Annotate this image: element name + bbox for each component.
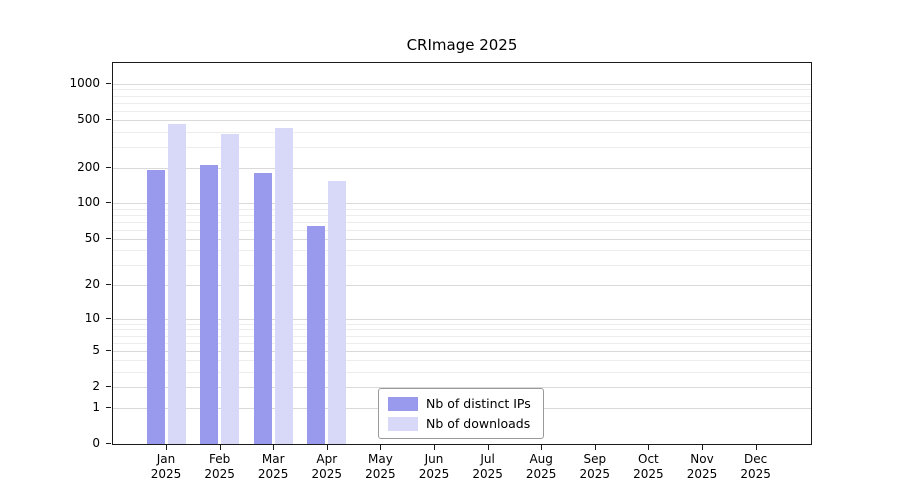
bar-distinct-ips-jan bbox=[146, 170, 165, 444]
legend-label-downloads: Nb of downloads bbox=[426, 416, 531, 431]
y-tick-label: 100 bbox=[77, 195, 100, 210]
gridline-minor bbox=[113, 214, 811, 216]
y-tick bbox=[106, 119, 111, 121]
x-tick bbox=[166, 445, 167, 450]
x-tick-label: Feb 2025 bbox=[204, 452, 235, 481]
gridline-minor bbox=[113, 329, 811, 331]
y-tick-label: 10 bbox=[84, 311, 100, 326]
y-tick bbox=[106, 238, 111, 240]
y-tick-label: 500 bbox=[77, 112, 100, 127]
gridline-minor bbox=[113, 208, 811, 210]
y-tick-label: 5 bbox=[92, 342, 100, 357]
x-tick-label: Sep 2025 bbox=[579, 452, 611, 481]
x-tick bbox=[380, 445, 382, 450]
y-tick-label: 2 bbox=[92, 378, 100, 393]
y-tick bbox=[106, 166, 111, 168]
x-tick-label: Aug 2025 bbox=[525, 452, 557, 481]
x-tick bbox=[273, 445, 275, 450]
bar-downloads-jan bbox=[167, 124, 186, 444]
y-tick bbox=[106, 443, 111, 444]
bar-distinct-ips-mar bbox=[253, 173, 272, 444]
gridline-minor bbox=[113, 360, 811, 362]
x-tick-label: Apr 2025 bbox=[311, 452, 343, 481]
gridline-major bbox=[113, 83, 811, 85]
gridline-minor bbox=[113, 371, 811, 373]
y-tick bbox=[106, 349, 111, 351]
gridline-minor bbox=[113, 89, 811, 91]
gridline-minor bbox=[113, 146, 811, 148]
x-tick bbox=[326, 445, 328, 450]
bar-downloads-mar bbox=[274, 127, 293, 444]
gridline-minor bbox=[113, 342, 811, 344]
x-tick-label: May 2025 bbox=[365, 452, 396, 481]
gridline-major bbox=[113, 239, 811, 241]
gridline-minor bbox=[113, 131, 811, 133]
y-tick-label: 50 bbox=[84, 231, 100, 246]
legend-item-distinct-ips: Nb of distinct IPs bbox=[388, 396, 531, 411]
x-tick bbox=[702, 445, 703, 450]
gridline-minor bbox=[113, 110, 811, 112]
y-tick-label: 200 bbox=[77, 159, 100, 174]
gridline-minor bbox=[113, 335, 811, 337]
x-tick-label: Mar 2025 bbox=[257, 452, 289, 481]
x-tick bbox=[541, 445, 543, 450]
gridline-major bbox=[113, 386, 811, 388]
x-tick bbox=[594, 445, 596, 450]
x-tick-label: Jun 2025 bbox=[418, 452, 450, 481]
gridline-minor bbox=[113, 324, 811, 325]
x-tick-label: Oct 2025 bbox=[633, 452, 664, 481]
y-tick bbox=[106, 318, 111, 320]
x-tick bbox=[219, 445, 221, 450]
y-tick-label: 1 bbox=[92, 399, 100, 414]
y-tick-label: 0 bbox=[92, 436, 100, 450]
x-tick-label: Nov 2025 bbox=[686, 452, 718, 481]
y-tick bbox=[106, 406, 111, 408]
gridline-minor bbox=[113, 229, 811, 231]
gridline-minor bbox=[113, 95, 811, 97]
x-tick bbox=[648, 445, 650, 450]
y-tick-label: 20 bbox=[84, 277, 100, 292]
x-tick-label: Jan 2025 bbox=[150, 452, 182, 481]
gridline-minor bbox=[113, 250, 811, 252]
gridline-minor bbox=[113, 221, 811, 223]
x-tick bbox=[755, 445, 757, 450]
bar-distinct-ips-feb bbox=[200, 165, 219, 444]
gridline-major bbox=[113, 120, 811, 122]
y-tick bbox=[106, 82, 111, 84]
x-tick-label: Dec 2025 bbox=[740, 452, 771, 481]
chart-title: CRImage 2025 bbox=[406, 36, 518, 54]
bar-downloads-apr bbox=[328, 180, 347, 444]
gridline-major bbox=[113, 350, 811, 352]
bar-downloads-feb bbox=[221, 134, 240, 444]
y-tick bbox=[106, 385, 111, 387]
x-tick bbox=[434, 445, 435, 450]
legend: Nb of distinct IPs Nb of downloads bbox=[378, 388, 544, 439]
legend-swatch-distinct-ips bbox=[388, 396, 418, 411]
x-tick-label: Jul 2025 bbox=[472, 452, 503, 481]
bar-distinct-ips-apr bbox=[307, 225, 326, 444]
gridline-major bbox=[113, 203, 811, 205]
y-tick-label: 1000 bbox=[69, 75, 100, 90]
gridline-minor bbox=[113, 102, 811, 104]
gridline-major bbox=[113, 319, 811, 321]
y-tick bbox=[106, 202, 111, 204]
y-tick bbox=[106, 284, 111, 286]
legend-label-distinct-ips: Nb of distinct IPs bbox=[426, 396, 531, 411]
gridline-major bbox=[113, 167, 811, 169]
plot-area bbox=[112, 62, 812, 445]
gridline-major bbox=[113, 285, 811, 287]
legend-swatch-downloads bbox=[388, 416, 418, 431]
x-tick bbox=[487, 445, 489, 450]
gridline-minor bbox=[113, 265, 811, 267]
legend-item-downloads: Nb of downloads bbox=[388, 416, 531, 431]
